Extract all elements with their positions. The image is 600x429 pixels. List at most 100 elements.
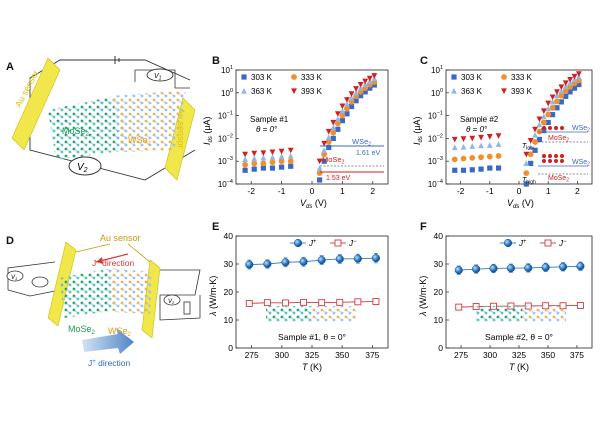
- electron: [548, 154, 552, 158]
- data-point: [571, 85, 578, 91]
- data-point: [269, 154, 276, 160]
- x-axis-label: Vds (V): [300, 198, 327, 210]
- data-point: [335, 126, 341, 132]
- data-point: [472, 264, 481, 274]
- data-point: [536, 121, 543, 128]
- legend-marker: [503, 238, 513, 248]
- series-0: [452, 81, 582, 187]
- data-point: [242, 161, 249, 168]
- inset-mose2: [266, 306, 312, 322]
- panel-d: D V1 V2 MoSe2 WSe2 Au sensor J− directio…: [6, 233, 201, 368]
- data-point: [372, 298, 380, 305]
- data-point: [348, 91, 355, 97]
- y-tick-label: 10−3: [428, 156, 443, 166]
- legend-marker: [291, 74, 297, 80]
- data-point: [486, 153, 493, 160]
- x-tick-label: 1: [546, 186, 551, 196]
- panel-letter-c: C: [420, 55, 428, 67]
- data-point: [339, 103, 346, 110]
- data-point: [245, 300, 253, 307]
- legend-marker: [293, 238, 303, 248]
- series-3: [242, 73, 378, 165]
- data-point: [321, 140, 328, 147]
- electron: [542, 154, 546, 158]
- y-tick-label: 101: [431, 65, 443, 75]
- data-point: [353, 89, 359, 96]
- data-point: [299, 257, 308, 266]
- data-point: [536, 128, 543, 135]
- data-point: [558, 262, 568, 271]
- data-point: [562, 88, 569, 94]
- data-point: [527, 151, 534, 158]
- data-point: [260, 165, 266, 171]
- electron: [554, 159, 558, 163]
- y-tick-label: 30: [434, 259, 444, 269]
- data-point: [540, 119, 547, 126]
- data-point: [357, 85, 364, 91]
- sample-label: Sample #2: [460, 115, 499, 124]
- band-label-mose2: MoSe2: [548, 135, 569, 144]
- x-tick-label: 375: [570, 350, 584, 360]
- y-tick-label: 20: [434, 287, 444, 297]
- electron: [542, 159, 546, 163]
- data-point: [562, 83, 569, 90]
- data-point: [545, 119, 551, 126]
- data-point: [348, 103, 355, 110]
- data-point: [554, 105, 560, 111]
- data-point: [330, 135, 336, 141]
- mose2-lattice: [60, 268, 116, 318]
- band-label-wse2: WSe2: [572, 125, 590, 134]
- data-point: [452, 167, 458, 173]
- x-tick-label: 375: [365, 350, 379, 360]
- data-point: [558, 84, 565, 91]
- x-axis-label: T (K): [509, 362, 529, 372]
- data-point: [575, 71, 582, 77]
- data-point: [269, 165, 276, 171]
- chart-e: E 275 300 325 350 375 0 10 20 30 40 T (K) λ (W/m·K) J…: [208, 221, 389, 372]
- data-point: [549, 112, 556, 118]
- j-plus-arrow: J+ direction: [82, 328, 134, 368]
- legend-label: 333 K: [301, 73, 323, 82]
- series-0: [242, 82, 377, 183]
- x-tick-label: 350: [335, 350, 349, 360]
- data-point: [576, 301, 584, 309]
- data-point: [549, 98, 556, 105]
- data-point: [371, 73, 378, 79]
- svg-text:J− direction: J− direction: [92, 258, 135, 268]
- y-tick-label: 101: [221, 65, 233, 75]
- data-point: [260, 154, 267, 161]
- y-tick-label: 20: [224, 287, 234, 297]
- wse2-label: WSe2: [128, 135, 152, 147]
- data-point: [567, 79, 573, 86]
- data-point: [334, 116, 341, 122]
- band-label-wse2: WSe2: [572, 159, 590, 168]
- data-point: [495, 165, 502, 171]
- j-minus-arrow: J− direction: [92, 253, 135, 268]
- data-point: [269, 159, 276, 166]
- data-point: [339, 107, 346, 114]
- data-point: [554, 89, 560, 95]
- data-point: [348, 94, 355, 101]
- legend-marker: [241, 87, 247, 94]
- data-point: [357, 81, 364, 88]
- data-point: [330, 124, 337, 131]
- inset-wse2: [522, 306, 566, 322]
- legend: 303 K 333 K 363 K 393 K: [451, 73, 533, 96]
- au-sensor-left: [11, 57, 61, 151]
- data-point: [567, 76, 573, 83]
- legend-marker: [451, 87, 457, 94]
- data-point: [335, 254, 344, 264]
- wse2-lattice: [112, 90, 186, 152]
- data-point: [287, 147, 294, 154]
- legend-label: J+: [308, 239, 317, 248]
- series-1: [245, 298, 380, 307]
- x-axis-label: T (K): [302, 362, 322, 372]
- y-axis-label: Ids (μA): [412, 116, 424, 145]
- data-point: [536, 136, 543, 143]
- data-point: [506, 264, 515, 273]
- data-point: [334, 120, 341, 127]
- band-diagram: WSe2 1.61 eV MoSe2 1.53 eV: [320, 137, 384, 182]
